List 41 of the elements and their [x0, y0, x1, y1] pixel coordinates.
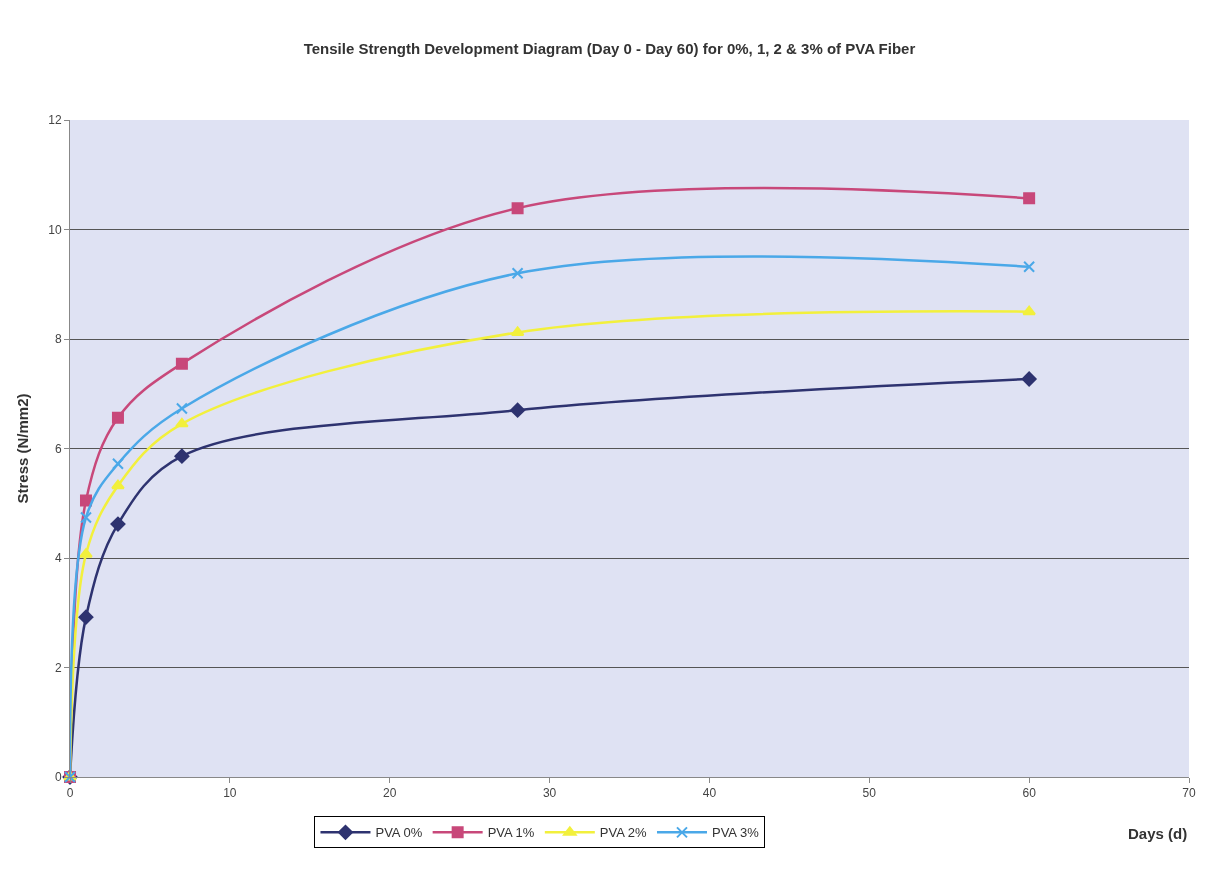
point [78, 609, 94, 625]
x-tick-label: 40 [702, 786, 717, 801]
point [111, 411, 124, 424]
point [1021, 371, 1037, 387]
point [111, 479, 125, 490]
y-tick-label: 0 [54, 770, 62, 785]
y-tick-label: 10 [48, 222, 62, 237]
point [79, 548, 93, 558]
point [511, 267, 524, 280]
point [175, 402, 188, 415]
chart-title: Tensile Strength Development Diagram (Day 0 - Day 60) for 0%, 1, 2 & 3% of PVA Fiber [303, 40, 916, 58]
point [1023, 260, 1036, 273]
point [110, 516, 126, 532]
point [1022, 305, 1036, 316]
x-tick-label: 0 [66, 786, 74, 801]
point [1023, 192, 1036, 205]
x-tick-label: 60 [1022, 786, 1037, 801]
legend-label: PVA 1% [487, 825, 535, 841]
y-tick-label: 6 [54, 441, 62, 456]
point [174, 448, 190, 464]
y-tick-label: 4 [54, 551, 62, 566]
point [175, 417, 189, 428]
legend-label: PVA 2% [599, 825, 647, 841]
legend-label: PVA 3% [712, 825, 760, 841]
y-tick-label: 12 [48, 113, 62, 128]
legend-label: PVA 0% [375, 825, 423, 841]
x-tick-label: 10 [223, 786, 237, 801]
y-axis-title: Stress (N/mm2) [14, 393, 32, 504]
point [175, 357, 188, 370]
y-tick-label: 8 [54, 332, 62, 347]
x-axis-title: Days (d) [1128, 825, 1188, 842]
y-tick-label: 2 [54, 660, 62, 675]
point [511, 202, 524, 215]
x-tick-label: 70 [1182, 786, 1196, 801]
x-tick-label: 50 [862, 786, 877, 801]
x-tick-label: 20 [383, 786, 397, 801]
point [79, 511, 92, 524]
x-tick-label: 30 [542, 786, 557, 801]
point [510, 402, 526, 418]
point [111, 457, 124, 470]
point [79, 494, 92, 507]
